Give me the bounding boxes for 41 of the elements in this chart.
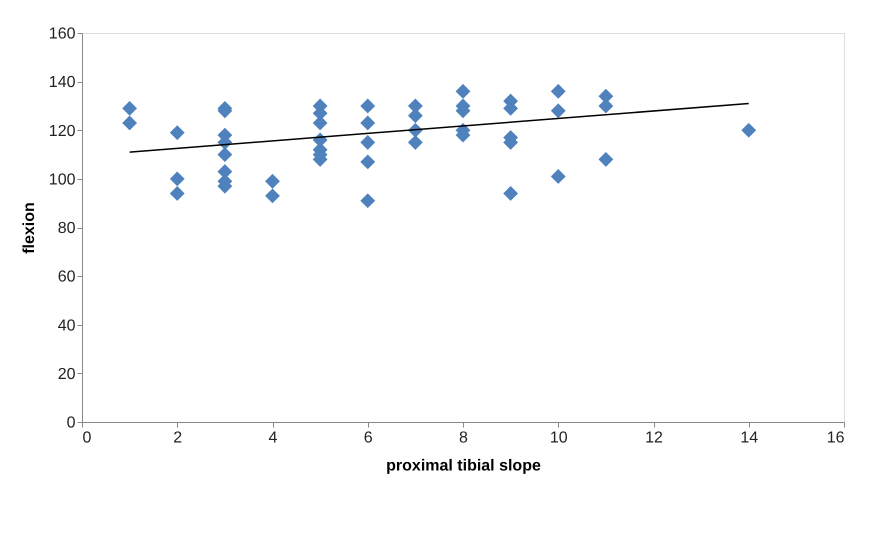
point	[170, 125, 185, 140]
x-tick-label: 8	[459, 430, 468, 446]
point	[265, 174, 280, 189]
y-tick-label: 120	[48, 122, 76, 140]
y-tick-label: 0	[66, 414, 76, 432]
point	[456, 84, 470, 99]
point	[503, 186, 518, 201]
point	[170, 171, 185, 186]
point	[265, 188, 280, 204]
x-tick-label: 6	[364, 430, 373, 446]
y-tick-label: 80	[58, 220, 76, 237]
point	[360, 116, 376, 130]
point	[217, 147, 232, 162]
y-tick-label: 160	[48, 26, 76, 42]
x-tick-label: 4	[268, 430, 278, 446]
point	[360, 98, 376, 114]
point	[598, 152, 614, 167]
point	[408, 134, 423, 150]
point	[360, 134, 376, 150]
y-tick-label: 20	[58, 366, 76, 383]
point	[741, 122, 756, 138]
point	[550, 169, 566, 184]
x-axis-title: proximal tibial slope	[386, 458, 541, 474]
x-tick-label: 2	[173, 430, 182, 446]
y-axis-title: flexion	[20, 202, 38, 254]
point	[550, 84, 566, 99]
x-tick-label: 16	[826, 430, 845, 446]
y-tick-label: 40	[58, 317, 76, 334]
y-tick-label: 100	[48, 171, 76, 188]
y-tick-label: 60	[58, 268, 76, 286]
x-tick-label: 0	[82, 430, 92, 446]
y-tick-label: 140	[48, 74, 76, 92]
point	[170, 186, 185, 201]
point	[550, 103, 566, 118]
x-tick-label: 12	[645, 430, 663, 446]
x-tick-label: 14	[740, 430, 758, 446]
point	[360, 154, 376, 170]
x-tick-label: 10	[550, 430, 568, 446]
point	[122, 116, 138, 130]
point	[122, 100, 138, 116]
point	[360, 193, 376, 208]
